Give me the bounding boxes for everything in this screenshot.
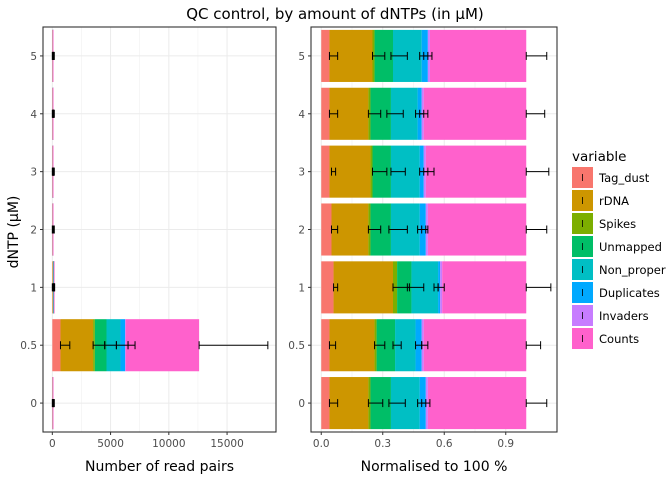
legend-label: Duplicates [599,286,660,300]
bar-segment-counts [427,377,527,430]
y-tick-label: 0 [298,398,305,410]
legend-label: Tag_dust [598,171,650,185]
legend-label: Counts [599,332,639,346]
y-tick-label: 4 [298,109,305,121]
bar-segment-counts [442,261,527,314]
x-tick-label: 15000 [210,438,243,450]
bar-segment-counts [423,319,527,372]
legend-label: Unmapped [599,240,662,254]
bar-segment-counts [125,319,200,372]
legend: variable Tag_dust rDNA Spikes Unmapped Non_p… [572,149,666,349]
panel-normalised: 0 0.5 1 2 3 4 5 0.0 0.3 0.6 0.9 Normalised to 100 % [288,26,558,475]
y-tick-label: 1 [298,282,305,294]
x-tick-label: 0.9 [497,438,514,450]
bar-segment-tag-dust [321,29,330,82]
bar-segment-rdna [329,319,375,372]
x-axis-title: Normalised to 100 % [361,459,508,475]
bar-segment-unmapped [376,319,396,372]
y-tick-label: 1 [30,282,37,294]
x-tick-label: 0.0 [313,438,330,450]
bar-segment-non-proper [395,319,416,372]
y-tick-label: 3 [298,167,305,179]
bar-segment-counts [425,145,527,198]
bar-segment-counts [427,203,527,256]
legend-label: Non_proper [599,263,666,277]
y-tick-label: 0.5 [20,340,37,352]
x-tick-label: 5000 [97,438,124,450]
y-tick-label: 0 [30,398,37,410]
y-tick-label: 0.5 [288,340,305,352]
y-tick-label: 5 [30,51,37,63]
bar-segment-counts [423,87,527,140]
y-tick-label: 4 [30,109,37,121]
bar-segment-rdna [329,145,371,198]
panel-read-pairs: 0 0.5 1 2 3 4 5 0 5000 10000 15000 Number of read p… [20,26,277,475]
y-tick-label: 5 [298,51,305,63]
legend-label: Invaders [599,309,649,323]
legend-title: variable [572,149,626,165]
bar-segment-tag-dust [321,377,330,430]
x-axis-title: Number of read pairs [85,459,234,475]
bar-segment-tag-dust [321,319,330,372]
bar-segment-tag-dust [321,261,334,314]
bar-segment-rdna [333,261,393,314]
bar-segment-tag-dust [52,319,61,372]
bar-segment-tag-dust [321,87,330,140]
x-tick-label: 0 [49,438,56,450]
bar-segment-tag-dust [321,203,332,256]
bar-segment-tag-dust [321,145,330,198]
y-tick-label: 2 [298,225,305,237]
legend-label: Spikes [599,217,636,231]
bar-segment-spikes [370,145,373,198]
y-axis-title: dNTP (µM) [6,196,22,269]
x-tick-label: 0.3 [374,438,391,450]
chart-title: QC control, by amount of dNTPs (in µM) [186,5,484,23]
x-tick-label: 0.6 [436,438,453,450]
y-tick-label: 3 [30,167,37,179]
x-tick-label: 10000 [152,438,185,450]
bar-segment-counts [429,29,527,82]
legend-label: rDNA [599,194,629,208]
y-tick-label: 2 [30,225,37,237]
